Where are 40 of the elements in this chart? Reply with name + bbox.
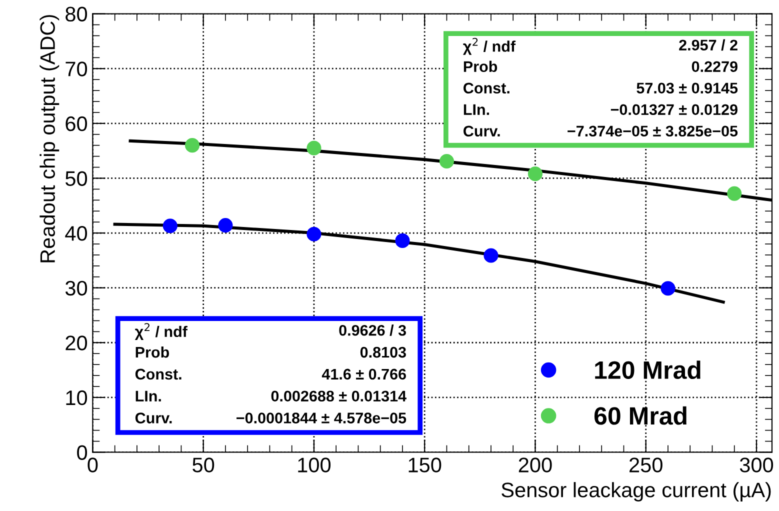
y-tick-label: 30	[65, 280, 88, 296]
annotation: −0.0001844 ± 4.578e−05	[236, 412, 406, 424]
annotation: 0.002688 ± 0.01314	[271, 390, 406, 402]
annotation: LIn.	[464, 104, 490, 115]
annotation: 41.6 ± 0.766	[322, 368, 406, 380]
annotation: Prob	[464, 60, 498, 72]
x-tick-label: 250	[630, 458, 662, 472]
annotation: χ$^{2}$ / ndf	[134, 323, 188, 340]
legend-label: 120 Mrad	[595, 360, 700, 379]
x-axis-title: Sensor leackage current (µA)	[502, 482, 771, 502]
y-axis-title: Readout chip output (ADC)	[40, 15, 60, 262]
y-tick-label: 0	[77, 445, 88, 460]
annotation: Const.	[135, 368, 182, 380]
annotation: −0.01327 ± 0.0129	[610, 104, 738, 116]
annotation: 0.9626 / 3	[339, 324, 406, 336]
y-tick-label: 40	[65, 226, 88, 241]
y-tick-label: 10	[66, 390, 88, 406]
y-tick-label: 70	[66, 62, 88, 76]
annotation: χ$^{2}$ / ndf	[463, 38, 516, 55]
x-tick-label: 300	[740, 458, 774, 472]
annotation: 2.957 / 2	[679, 39, 738, 51]
annotation: Prob	[136, 346, 169, 358]
x-tick-label: 200	[518, 458, 552, 472]
x-tick-label: 100	[298, 458, 331, 472]
y-tick-label: 20	[66, 336, 88, 350]
legend-label: 60 Mrad	[594, 406, 686, 425]
annotation: Const.	[464, 82, 510, 94]
y-tick-label: 80	[66, 6, 88, 22]
x-tick-label: 150	[408, 458, 442, 472]
x-tick-label: 0	[88, 458, 98, 472]
annotation: 0.8103	[360, 346, 406, 358]
annotation: Curv.	[135, 412, 172, 424]
annotation: −7.374e−05 ± 3.825e−05	[568, 126, 738, 137]
y-tick-label: 50	[66, 171, 88, 186]
annotation: 57.03 ± 0.9145	[636, 82, 738, 94]
annotation: 0.2279	[692, 61, 738, 72]
x-tick-label: 50	[192, 458, 214, 472]
annotation: LIn.	[136, 390, 161, 402]
annotation: Curv.	[464, 126, 500, 137]
y-tick-label: 60	[66, 116, 88, 132]
